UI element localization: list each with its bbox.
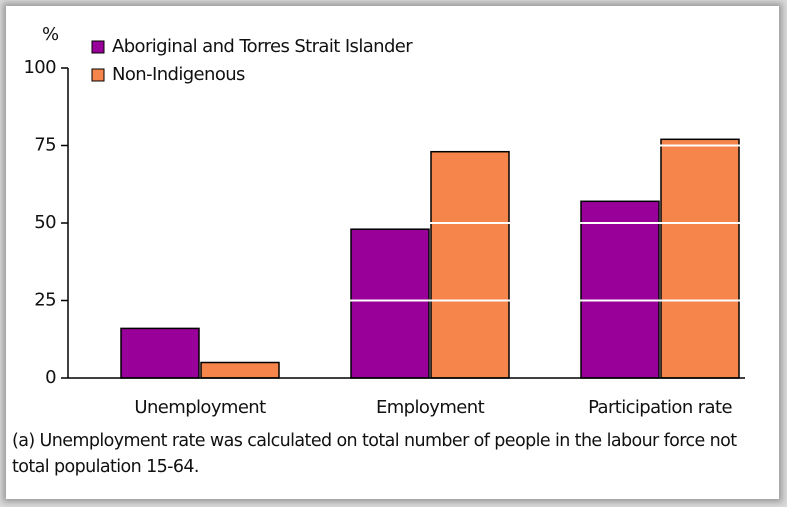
bar	[350, 228, 430, 379]
y-tick-label: 75	[34, 135, 56, 156]
y-tick-label: 25	[34, 290, 56, 311]
bar	[120, 327, 200, 379]
x-tick-label: Employment	[376, 397, 485, 418]
legend-swatch	[91, 40, 105, 54]
legend-swatch	[91, 68, 105, 82]
legend-label: Non-Indigenous	[112, 64, 245, 85]
y-tick-label: 0	[45, 367, 56, 388]
bar	[430, 150, 510, 379]
legend-label: Aboriginal and Torres Strait Islander	[112, 36, 413, 57]
bar	[580, 200, 660, 379]
x-tick-label: Unemployment	[134, 397, 266, 418]
y-unit: %	[42, 24, 59, 45]
bar	[660, 138, 740, 379]
bar	[200, 361, 280, 379]
footnote: (a) Unemployment rate was calculated on …	[12, 431, 737, 477]
x-tick-label: Participation rate	[588, 397, 732, 418]
y-tick-label: 100	[23, 57, 56, 78]
y-tick-label: 50	[34, 212, 56, 233]
